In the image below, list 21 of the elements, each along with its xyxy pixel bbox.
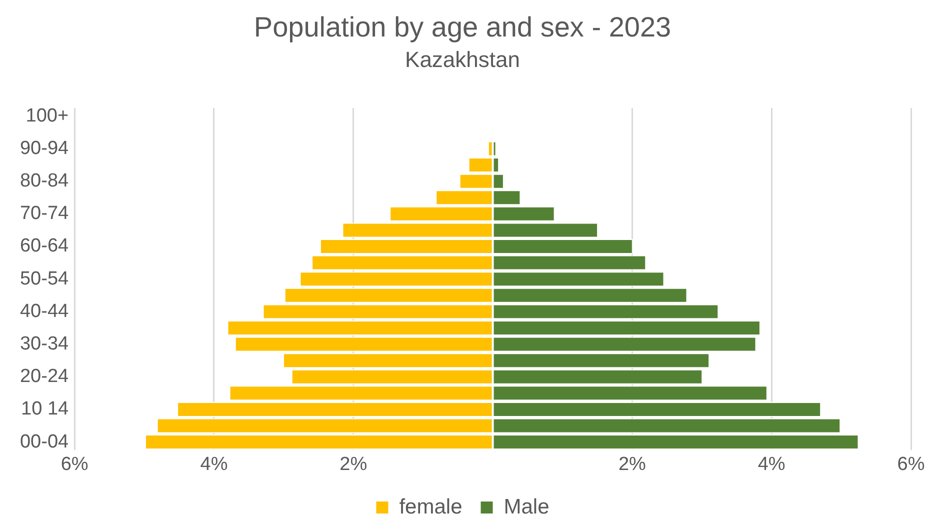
x-tick-label: 4% bbox=[758, 454, 786, 475]
y-tick-label: 60-64 bbox=[20, 236, 70, 257]
y-tick-label: 00-04 bbox=[20, 431, 70, 452]
chart-subtitle: Kazakhstan bbox=[405, 46, 520, 72]
y-tick-label: 100+ bbox=[26, 105, 69, 126]
x-tick-label: 6% bbox=[60, 454, 88, 475]
y-tick-label: 10 14 bbox=[21, 398, 70, 420]
chart-title: Population by age and sex - 2023 bbox=[254, 12, 672, 43]
y-tick-label: 90-94 bbox=[20, 138, 70, 159]
y-tick-label: 30-34 bbox=[20, 334, 70, 355]
legend-label: Male bbox=[504, 495, 550, 518]
x-tick-label: 6% bbox=[897, 454, 925, 475]
y-tick-label: 50-54 bbox=[20, 268, 70, 290]
x-tick-label: 2% bbox=[618, 454, 646, 475]
y-tick-label: 20-24 bbox=[20, 366, 70, 388]
y-tick-label: 70-74 bbox=[20, 203, 70, 224]
x-tick-label: 4% bbox=[200, 454, 228, 475]
x-tick-label: 2% bbox=[340, 454, 368, 475]
y-tick-label: 80-84 bbox=[20, 170, 70, 192]
y-tick-label: 40-44 bbox=[20, 300, 70, 322]
legend-label: female bbox=[399, 495, 462, 518]
